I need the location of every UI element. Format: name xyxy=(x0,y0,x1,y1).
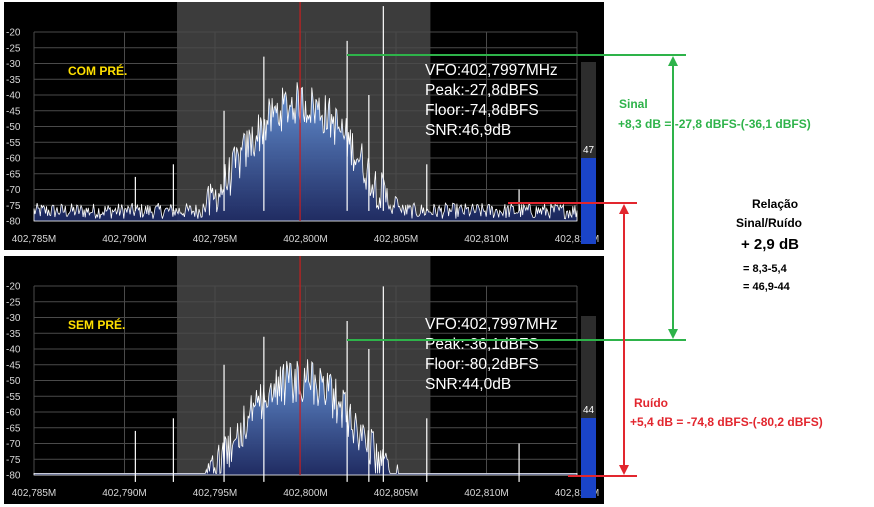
x-tick-bottom-5: 402,810M xyxy=(464,488,508,499)
spectrum-plot-top: -20 -25 -30 -35 -40 -45 -50 -55 -60 -65 -70 -75 -80 4… xyxy=(6,2,599,245)
y-tick-bottom-11: -75 xyxy=(6,455,21,466)
relacao-calc1: = 8,3-5,4 xyxy=(743,263,787,275)
x-tick-top-4: 402,805M xyxy=(374,234,418,245)
y-tick-top-6: -50 xyxy=(6,122,21,133)
x-tick-bottom-4: 402,805M xyxy=(374,488,418,499)
snr-meter-fill-bottom xyxy=(581,417,596,498)
preamp-label-bottom: SEM PRÉ. xyxy=(68,318,126,332)
x-tick-bottom-6: 402,815M xyxy=(555,488,599,499)
y-tick-bottom-0: -20 xyxy=(6,282,21,293)
spectrum-trace-bottom xyxy=(33,359,578,476)
y-tick-bottom-4: -40 xyxy=(6,345,21,356)
sinal-value: +8,3 dB = -27,8 dBFS-(-36,1 dBFS) xyxy=(618,117,811,131)
x-tick-top-3: 402,800M xyxy=(283,234,327,245)
x-tick-bottom-1: 402,790M xyxy=(102,488,146,499)
snr-readout-top: SNR:46,9dB xyxy=(425,122,512,139)
snr-readout-bottom: SNR:44,0dB xyxy=(425,376,512,393)
y-tick-top-7: -55 xyxy=(6,138,21,149)
y-tick-bottom-5: -45 xyxy=(6,360,21,371)
x-tick-bottom-0: 402,785M xyxy=(12,488,56,499)
vfo-readout-top: VFO:402,7997MHz xyxy=(425,62,558,79)
y-tick-top-10: -70 xyxy=(6,185,21,196)
red-arrow-head-down xyxy=(619,465,629,475)
y-tick-bottom-12: -80 xyxy=(6,471,21,482)
y-tick-top-9: -65 xyxy=(6,169,21,180)
snr-meter-bottom xyxy=(581,316,596,498)
y-tick-top-12: -80 xyxy=(6,217,21,228)
y-tick-bottom-8: -60 xyxy=(6,408,21,419)
y-tick-top-8: -60 xyxy=(6,154,21,165)
snr-meter-fill-top xyxy=(581,158,596,244)
y-tick-top-3: -35 xyxy=(6,75,21,86)
floor-readout-bottom: Floor:-80,2dBFS xyxy=(425,356,539,373)
y-tick-bottom-9: -65 xyxy=(6,423,21,434)
spectrum-panel-top: -20 -25 -30 -35 -40 -45 -50 -55 -60 -65 -70 -75 -80 4… xyxy=(4,2,604,250)
preamp-label-top: COM PRÉ. xyxy=(68,64,128,78)
y-tick-bottom-2: -30 xyxy=(6,313,21,324)
x-tick-bottom-3: 402,800M xyxy=(283,488,327,499)
x-tick-top-1: 402,790M xyxy=(102,234,146,245)
relacao-calc2: = 46,9-44 xyxy=(743,281,790,293)
x-tick-bottom-2: 402,795M xyxy=(193,488,237,499)
red-arrow-head-up xyxy=(619,204,629,214)
x-tick-top-6: 402,815M xyxy=(555,234,599,245)
y-tick-bottom-3: -35 xyxy=(6,329,21,340)
spectrum-panel-bottom: -20 -25 -30 -35 -40 -45 -50 -55 -60 -65 -70 -75 -80 4… xyxy=(4,256,604,504)
y-tick-bottom-10: -70 xyxy=(6,439,21,450)
ruido-title: Ruído xyxy=(634,396,668,410)
green-arrow-head-up xyxy=(668,56,678,66)
green-arrow-head-down xyxy=(668,329,678,339)
snr-meter-value-bottom: 44 xyxy=(582,404,595,416)
sinal-title: Sinal xyxy=(619,97,648,111)
y-tick-top-5: -45 xyxy=(6,106,21,117)
floor-readout-top: Floor:-74,8dBFS xyxy=(425,102,539,119)
y-tick-bottom-7: -55 xyxy=(6,392,21,403)
spectrum-trace-top xyxy=(33,82,578,222)
x-tick-top-0: 402,785M xyxy=(12,234,56,245)
y-tick-top-0: -20 xyxy=(6,28,21,39)
y-tick-bottom-6: -50 xyxy=(6,376,21,387)
x-tick-top-5: 402,810M xyxy=(464,234,508,245)
y-tick-bottom-1: -25 xyxy=(6,297,21,308)
ruido-value: +5,4 dB = -74,8 dBFS-(-80,2 dBFS) xyxy=(630,415,823,429)
peak-readout-top: Peak:-27,8dBFS xyxy=(425,82,539,99)
relacao-line1: Relação xyxy=(752,197,799,211)
y-tick-top-2: -30 xyxy=(6,59,21,70)
y-tick-top-11: -75 xyxy=(6,201,21,212)
x-tick-top-2: 402,795M xyxy=(193,234,237,245)
snr-meter-value-top: 47 xyxy=(582,145,595,157)
spectrum-plot-bottom: -20 -25 -30 -35 -40 -45 -50 -55 -60 -65 -70 -75 -80 4… xyxy=(6,256,599,499)
relacao-value: + 2,9 dB xyxy=(741,236,799,253)
y-tick-top-4: -40 xyxy=(6,91,21,102)
snr-meter-top xyxy=(581,62,596,244)
signal-info-top: VFO:402,7997MHz Peak:-27,8dBFS Floor:-74… xyxy=(425,61,558,141)
vfo-readout-bottom: VFO:402,7997MHz xyxy=(425,316,558,333)
relacao-line2: Sinal/Ruído xyxy=(736,216,802,230)
y-tick-top-1: -25 xyxy=(6,43,21,54)
